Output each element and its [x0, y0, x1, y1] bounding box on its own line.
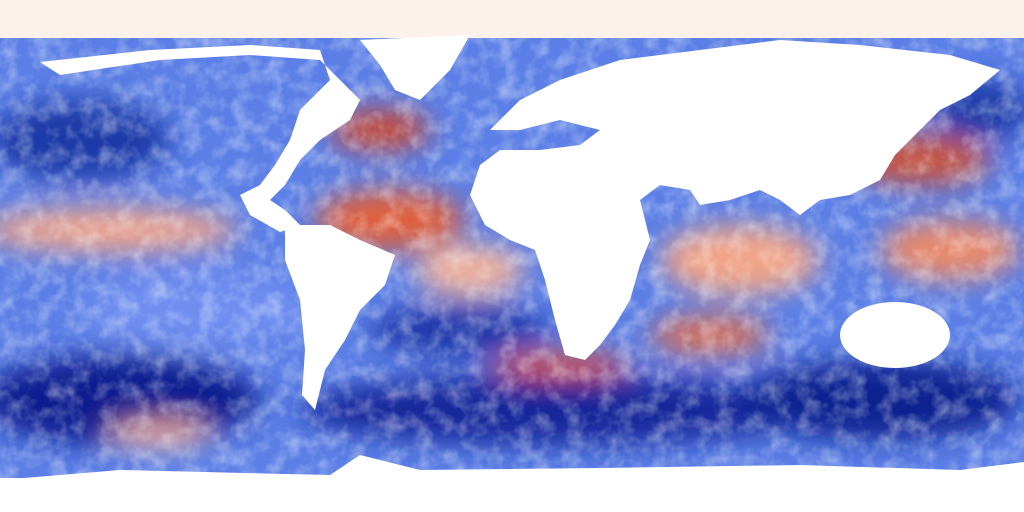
- eurasia-africa: [470, 40, 1000, 360]
- north-america: [40, 45, 360, 232]
- south-america: [285, 225, 395, 410]
- antarctica: [0, 455, 1024, 512]
- greenland: [360, 35, 470, 100]
- land: [0, 35, 1024, 512]
- arctic-band: [0, 0, 1024, 40]
- australia: [840, 302, 950, 368]
